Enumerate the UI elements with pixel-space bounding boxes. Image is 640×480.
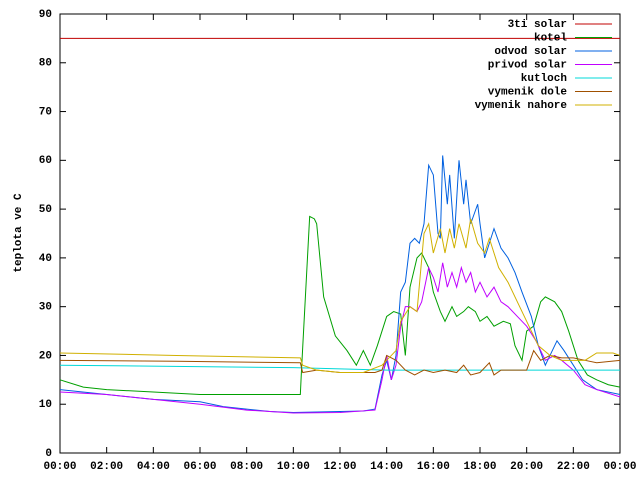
- y-tick-label: 50: [39, 204, 52, 216]
- x-tick-label: 14:00: [370, 461, 403, 473]
- x-tick-label: 00:00: [43, 461, 76, 473]
- x-tick-label: 22:00: [557, 461, 590, 473]
- x-tick-label: 20:00: [510, 461, 543, 473]
- legend-label: odvod solar: [494, 46, 567, 58]
- series-line: [59, 364, 620, 371]
- x-tick-label: 16:00: [417, 461, 450, 473]
- series-line: [59, 218, 621, 374]
- y-tick-label: 20: [39, 350, 52, 362]
- y-tick-label: 60: [39, 155, 52, 167]
- legend-label: privod solar: [488, 59, 567, 71]
- legend-label: kutloch: [521, 73, 567, 85]
- series-line: [59, 155, 621, 414]
- x-tick-label: 08:00: [230, 461, 263, 473]
- y-tick-label: 90: [39, 9, 52, 21]
- x-tick-label: 04:00: [137, 461, 170, 473]
- y-tick-label: 40: [39, 253, 52, 265]
- x-tick-label: 12:00: [323, 461, 356, 473]
- y-tick-label: 30: [39, 302, 52, 314]
- series-line: [59, 349, 621, 376]
- y-axis-label: teplota ve C: [13, 193, 25, 273]
- series-line: [59, 215, 621, 395]
- x-tick-label: 02:00: [90, 461, 123, 473]
- legend-label: kotel: [534, 32, 567, 44]
- x-tick-label: 06:00: [183, 461, 216, 473]
- legend-label: 3ti solar: [508, 19, 567, 31]
- y-tick-label: 70: [39, 106, 52, 118]
- x-tick-label: 18:00: [463, 461, 496, 473]
- y-tick-label: 80: [39, 58, 52, 70]
- y-tick-label: 10: [39, 399, 52, 411]
- legend-label: vymenik dole: [488, 86, 568, 98]
- x-tick-label: 00:00: [603, 461, 636, 473]
- y-tick-label: 0: [45, 448, 52, 460]
- x-tick-label: 10:00: [277, 461, 310, 473]
- legend-label: vymenik nahore: [475, 100, 568, 112]
